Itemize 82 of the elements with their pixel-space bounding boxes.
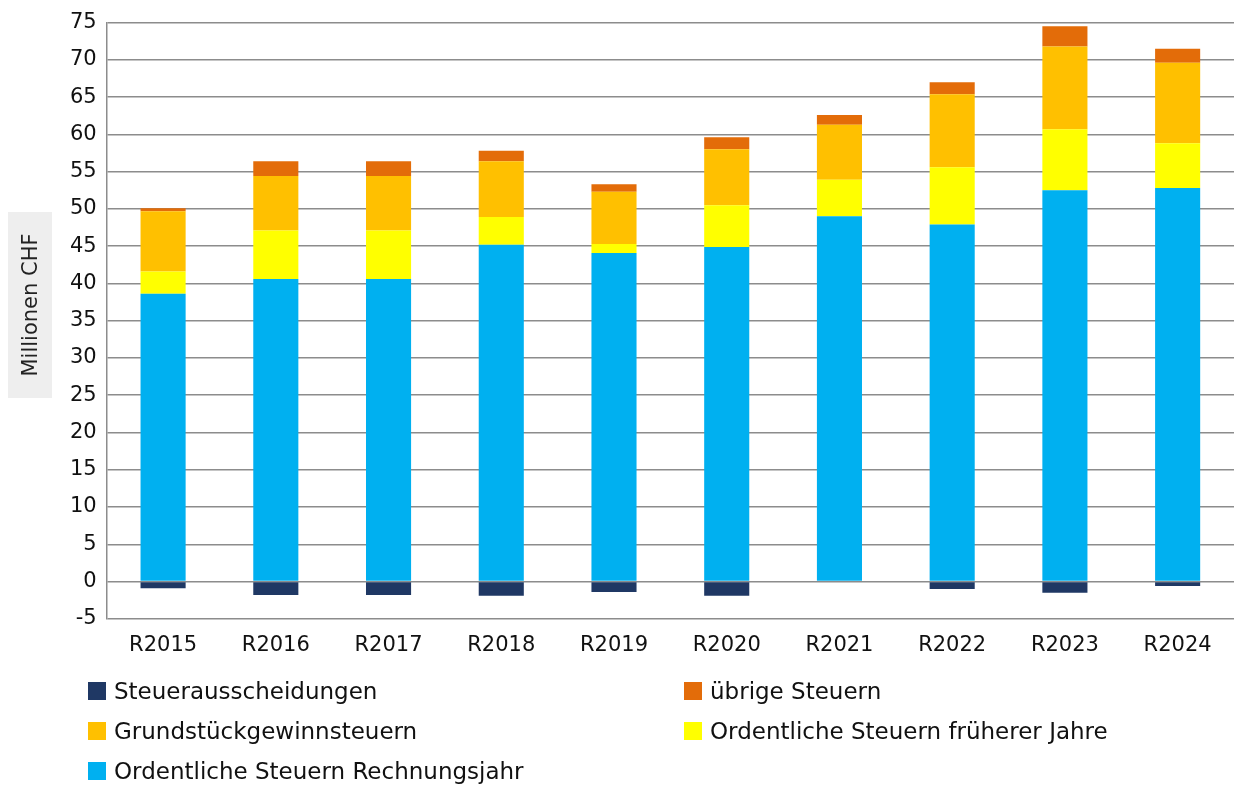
bar [1155,143,1201,189]
bar [929,582,975,589]
y-tick-label: -5 [75,605,97,630]
bar [591,191,637,244]
legend-label: Grundstückgewinnsteuern [114,718,418,744]
bar [140,271,186,294]
bar [816,216,862,581]
bar [816,179,862,217]
x-tick-label: R2024 [1143,631,1212,656]
y-tick-label: 25 [69,381,97,406]
bar [366,278,412,581]
y-tick-label: 0 [83,567,97,592]
bar [478,217,524,245]
y-tick-label: 10 [69,493,97,518]
bar [1042,46,1088,130]
bar [591,252,637,581]
bar [1042,190,1088,581]
bar [1155,582,1201,587]
bar [253,582,299,595]
legend-label: übrige Steuern [710,678,882,704]
x-tick-label: R2015 [129,631,198,656]
bar [253,278,299,581]
y-tick-label: 35 [69,307,97,332]
bar [1042,26,1088,47]
y-tick-label: 15 [69,456,97,481]
x-tick-label: R2016 [241,631,310,656]
bar [1155,62,1201,144]
x-tick-label: R2017 [354,631,423,656]
bar [929,224,975,581]
bar [1155,188,1201,581]
x-tick-label: R2018 [467,631,536,656]
legend-label: Ordentliche Steuern Rechnungsjahr [114,758,524,784]
bar [140,211,186,272]
bar [366,582,412,595]
bar [478,244,524,581]
y-tick-label: 20 [69,418,97,443]
bar [929,82,975,95]
bar [478,150,524,162]
bar [704,137,750,150]
y-tick-label: 40 [69,269,97,294]
bar [1042,129,1088,191]
x-tick-label: R2021 [805,631,874,656]
y-tick-label: 30 [69,344,97,369]
y-axis-title: Millionen CHF [18,233,42,377]
y-tick-label: 75 [69,9,97,34]
y-tick-label: 60 [69,120,97,145]
y-tick-label: 65 [69,83,97,108]
bar [366,176,412,231]
y-tick-label: 5 [83,530,97,555]
bar [704,246,750,581]
bar [366,230,412,279]
bar [140,208,186,212]
bar [929,167,975,225]
bar [816,124,862,180]
bar [591,582,637,592]
bar [591,243,637,253]
bar [478,582,524,596]
bar [366,161,412,177]
bar [253,176,299,231]
x-tick-label: R2022 [918,631,987,656]
x-tick-label: R2019 [579,631,649,656]
bar [253,161,299,177]
bar [929,94,975,168]
y-tick-label: 50 [69,195,97,220]
bar [253,230,299,279]
bar [478,161,524,218]
bar [704,582,750,596]
legend-label: Steuerausscheidungen [114,678,378,704]
bar [704,205,750,247]
y-tick-label: 70 [69,46,97,71]
x-tick-label: R2020 [692,631,761,656]
bar [140,582,186,589]
bar [704,149,750,206]
bar [816,115,862,125]
bar [140,293,186,581]
bar [1042,582,1088,593]
legend-label: Ordentliche Steuern früherer Jahre [710,718,1108,744]
y-tick-label: 55 [69,158,97,183]
bar [591,184,637,192]
y-tick-label: 45 [69,232,97,257]
bar [1155,48,1201,63]
x-tick-label: R2023 [1030,631,1099,656]
